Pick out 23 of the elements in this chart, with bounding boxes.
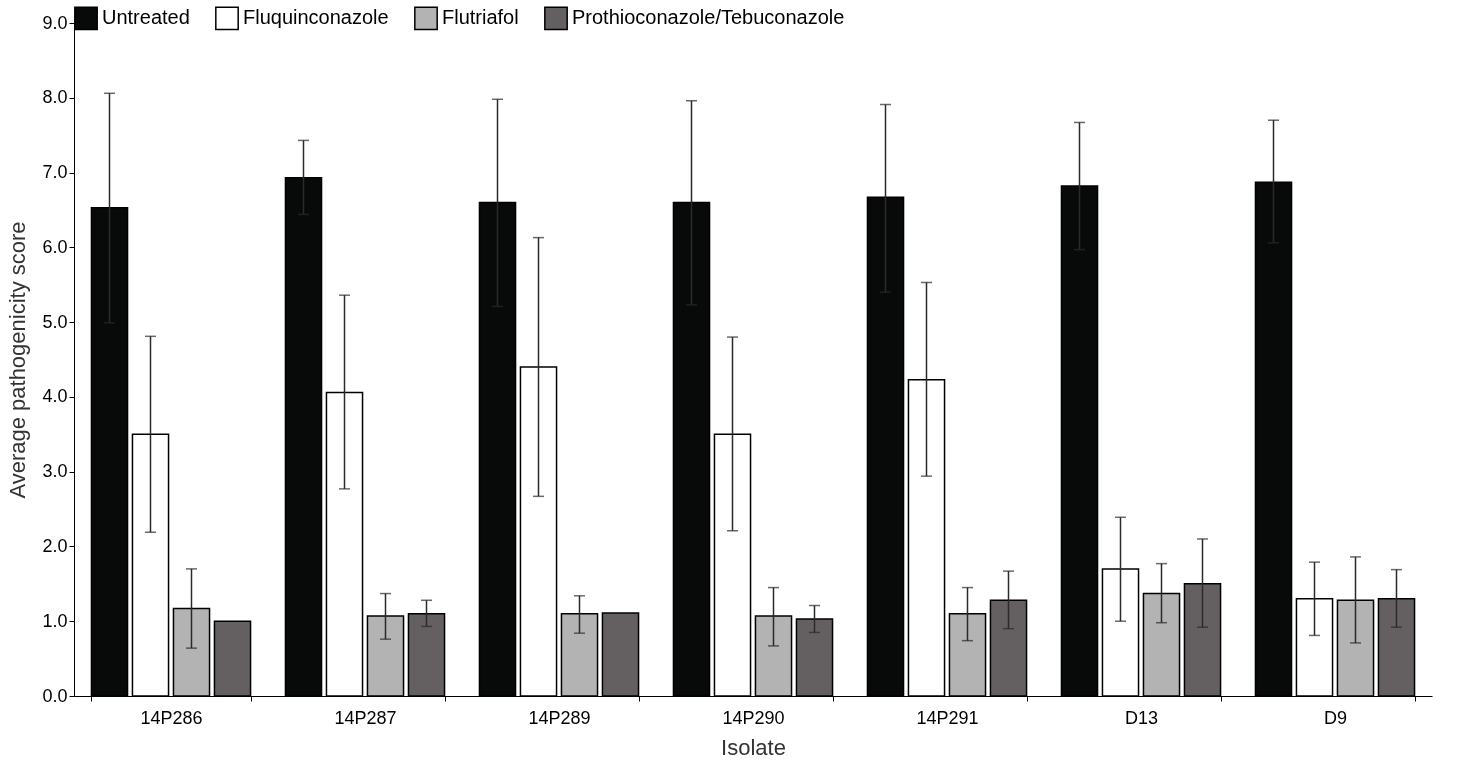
y-axis-title: Average pathogenicity score xyxy=(5,221,31,499)
legend-label: Prothioconazole/Tebuconazole xyxy=(572,6,845,29)
x-tick-label: 14P290 xyxy=(722,707,785,728)
y-tick-label: 4.0 xyxy=(42,386,68,407)
x-tick-label: D13 xyxy=(1124,707,1159,728)
y-tick-label: 6.0 xyxy=(42,236,68,257)
x-tick-label: 14P291 xyxy=(916,707,979,728)
x-tick-label: 14P287 xyxy=(334,707,397,728)
x-tick-label: D9 xyxy=(1323,707,1348,728)
x-axis-title: Isolate xyxy=(721,734,786,760)
y-tick-label: 0.0 xyxy=(42,685,68,706)
legend-label: Untreated xyxy=(102,6,190,29)
y-tick-label: 7.0 xyxy=(42,162,68,183)
x-tick-label: 14P286 xyxy=(140,707,203,728)
x-tick-label: 14P289 xyxy=(528,707,591,728)
y-tick-label: 9.0 xyxy=(42,12,68,33)
y-tick-label: 2.0 xyxy=(42,535,68,556)
legend-label: Fluquinconazole xyxy=(243,6,389,29)
y-tick-label: 1.0 xyxy=(42,610,68,631)
y-tick-label: 5.0 xyxy=(42,311,68,332)
y-tick-label: 3.0 xyxy=(42,461,68,482)
legend-label: Flutriafol xyxy=(442,6,519,29)
y-tick-label: 8.0 xyxy=(42,87,68,108)
